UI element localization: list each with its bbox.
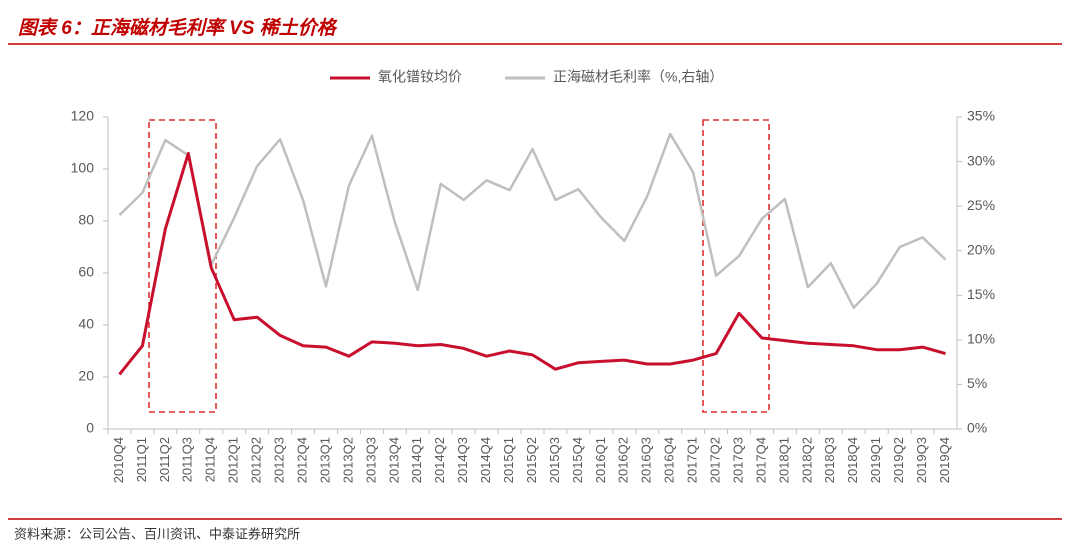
x-tick-label: 2017Q3 bbox=[730, 437, 745, 483]
x-tick-label: 2018Q3 bbox=[822, 437, 837, 483]
x-tick-label: 2018Q2 bbox=[799, 437, 814, 483]
x-tick-label: 2017Q2 bbox=[708, 437, 723, 483]
x-tick-label: 2016Q3 bbox=[639, 437, 654, 483]
x-tick-label: 2019Q3 bbox=[914, 437, 929, 483]
source-note: 资料来源：公司公告、百川资讯、中泰证券研究所 bbox=[14, 526, 300, 541]
x-tick-label: 2013Q1 bbox=[317, 437, 332, 483]
x-tick-label: 2016Q1 bbox=[593, 437, 608, 483]
y-tick-label: 60 bbox=[78, 264, 94, 280]
x-tick-label: 2018Q1 bbox=[776, 437, 791, 483]
x-tick-label: 2012Q2 bbox=[249, 437, 264, 483]
y-tick-label: 40 bbox=[78, 316, 94, 332]
x-tick-label: 2019Q4 bbox=[937, 437, 952, 483]
y-tick-label: 20 bbox=[78, 368, 94, 384]
x-tick-label: 2011Q2 bbox=[157, 437, 172, 482]
chart-title: 图表 6：正海磁材毛利率 VS 稀土价格 bbox=[18, 17, 338, 39]
x-tick-label: 2012Q4 bbox=[294, 437, 309, 483]
x-tick-label: 2018Q4 bbox=[845, 437, 860, 483]
series-line bbox=[118, 132, 947, 310]
x-tick-label: 2013Q4 bbox=[386, 437, 401, 483]
series-line bbox=[118, 151, 946, 376]
x-tick-label: 2012Q1 bbox=[226, 437, 241, 483]
x-tick-label: 2015Q3 bbox=[547, 437, 562, 483]
y2-tick-label: 25% bbox=[967, 197, 995, 213]
highlight-box bbox=[148, 119, 217, 413]
x-tick-label: 2014Q3 bbox=[455, 437, 470, 483]
highlight-box bbox=[702, 119, 770, 413]
x-tick-label: 2013Q3 bbox=[363, 437, 378, 483]
legend-label: 氧化镨钕均价 bbox=[378, 69, 462, 85]
y2-tick-label: 0% bbox=[967, 420, 987, 436]
x-tick-label: 2010Q4 bbox=[111, 437, 126, 483]
x-tick-label: 2019Q2 bbox=[891, 437, 906, 483]
y2-tick-label: 5% bbox=[967, 375, 987, 391]
x-tick-label: 2012Q3 bbox=[272, 437, 287, 483]
x-tick-label: 2011Q3 bbox=[180, 437, 195, 482]
x-tick-label: 2017Q1 bbox=[685, 437, 700, 483]
x-tick-label: 2015Q1 bbox=[501, 437, 516, 483]
y2-tick-label: 10% bbox=[967, 331, 995, 347]
x-tick-label: 2011Q4 bbox=[203, 437, 218, 482]
legend-label: 正海磁材毛利率（%,右轴） bbox=[553, 69, 723, 85]
x-tick-label: 2013Q2 bbox=[340, 437, 355, 483]
x-tick-label: 2014Q1 bbox=[409, 437, 424, 483]
y-tick-label: 0 bbox=[86, 420, 94, 436]
x-tick-label: 2015Q4 bbox=[570, 437, 585, 483]
x-tick-label: 2015Q2 bbox=[524, 437, 539, 483]
x-tick-label: 2019Q1 bbox=[868, 437, 883, 483]
y2-tick-label: 15% bbox=[967, 286, 995, 302]
y-tick-label: 100 bbox=[71, 160, 95, 176]
x-tick-label: 2017Q4 bbox=[753, 437, 768, 483]
y-tick-label: 120 bbox=[71, 108, 95, 124]
y2-tick-label: 35% bbox=[967, 108, 995, 124]
x-tick-label: 2014Q4 bbox=[478, 437, 493, 483]
x-tick-label: 2016Q4 bbox=[662, 437, 677, 483]
x-tick-label: 2016Q2 bbox=[616, 437, 631, 483]
x-tick-label: 2014Q2 bbox=[432, 437, 447, 483]
x-tick-label: 2011Q1 bbox=[134, 437, 149, 482]
y2-tick-label: 20% bbox=[967, 241, 995, 257]
y-tick-label: 80 bbox=[78, 212, 94, 228]
y2-tick-label: 30% bbox=[967, 152, 995, 168]
